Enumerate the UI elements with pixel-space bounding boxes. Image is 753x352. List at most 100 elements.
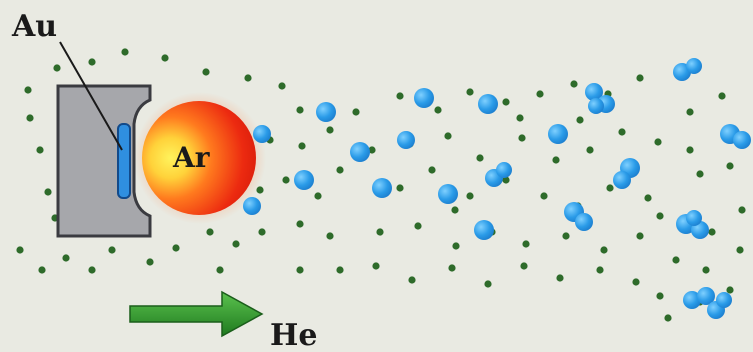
gold-cluster [613, 171, 631, 189]
helium-atom [600, 246, 608, 254]
helium-atom [656, 212, 664, 220]
helium-atom [596, 266, 604, 274]
helium-atom [516, 114, 524, 122]
gold-cluster [414, 88, 434, 108]
helium-atom [376, 228, 384, 236]
helium-atom [654, 138, 662, 146]
helium-atom [414, 222, 422, 230]
helium-atom [121, 48, 129, 56]
helium-atom [738, 206, 746, 214]
helium-atom [466, 192, 474, 200]
helium-atom [636, 74, 644, 82]
helium-atom [336, 166, 344, 174]
helium-atom [161, 54, 169, 62]
gold-cluster [316, 102, 336, 122]
gold-cluster [350, 142, 370, 162]
gold-cluster [294, 170, 314, 190]
helium-atom [606, 184, 614, 192]
gold-cluster [243, 197, 261, 215]
helium-atom [298, 142, 306, 150]
helium-atom [484, 280, 492, 288]
helium-atom [444, 132, 452, 140]
helium-atom [352, 108, 360, 116]
helium-atom [540, 192, 548, 200]
helium-atom [202, 68, 210, 76]
gold-cluster [478, 94, 498, 114]
helium-atom [216, 266, 224, 274]
helium-atom [686, 146, 694, 154]
helium-atom [428, 166, 436, 174]
helium-atom [522, 240, 530, 248]
helium-atom [16, 246, 24, 254]
helium-atom [672, 256, 680, 264]
gold-cluster [588, 98, 604, 114]
helium-atom [502, 98, 510, 106]
helium-atom [258, 228, 266, 236]
gold-cluster [397, 131, 415, 149]
helium-atom [632, 278, 640, 286]
helium-atom [206, 228, 214, 236]
helium-atom [408, 276, 416, 284]
helium-atom [326, 232, 334, 240]
helium-atom [38, 266, 46, 274]
gold-cluster [686, 58, 702, 74]
helium-atom [88, 266, 96, 274]
gold-clusters [243, 58, 751, 319]
helium-atom [232, 240, 240, 248]
he-label: He [270, 318, 317, 352]
helium-atom [556, 274, 564, 282]
helium-atom [570, 80, 578, 88]
helium-atom [36, 146, 44, 154]
helium-atom [434, 106, 442, 114]
helium-atom [686, 108, 694, 116]
helium-atom [518, 134, 526, 142]
helium-atom [562, 232, 570, 240]
helium-atom [244, 74, 252, 82]
argon-plasma [142, 101, 256, 215]
helium-atom [282, 176, 290, 184]
gold-cluster [438, 184, 458, 204]
helium-atom [736, 246, 744, 254]
gold-cluster [496, 162, 512, 178]
helium-atom [296, 106, 304, 114]
ar-label: Ar [172, 141, 211, 174]
helium-atom [44, 188, 52, 196]
helium-atom [502, 176, 510, 184]
helium-flow-arrow [129, 290, 264, 338]
helium-atom [24, 86, 32, 94]
helium-atom [451, 206, 459, 214]
helium-atom [520, 262, 528, 270]
helium-atoms [16, 48, 746, 322]
helium-atom [296, 266, 304, 274]
helium-atom [296, 220, 304, 228]
helium-atom [372, 262, 380, 270]
helium-atom [702, 266, 710, 274]
helium-atom [368, 146, 376, 154]
helium-atom [326, 126, 334, 134]
helium-atom [62, 254, 70, 262]
helium-atom [536, 90, 544, 98]
helium-atom [726, 162, 734, 170]
gold-cluster [372, 178, 392, 198]
gold-cluster [686, 210, 702, 226]
helium-atom [314, 192, 322, 200]
gold-cluster [548, 124, 568, 144]
gold-cluster [697, 287, 715, 305]
helium-atom [552, 156, 560, 164]
helium-atom [88, 58, 96, 66]
gold-target [117, 123, 131, 199]
helium-atom [53, 64, 61, 72]
helium-atom [718, 92, 726, 100]
helium-atom [146, 258, 154, 266]
au-label: Au [11, 9, 57, 44]
helium-atom [452, 242, 460, 250]
helium-atom [476, 154, 484, 162]
helium-atom [26, 114, 34, 122]
helium-atom [618, 128, 626, 136]
gold-cluster [474, 220, 494, 240]
helium-atom [656, 292, 664, 300]
helium-atom [696, 170, 704, 178]
helium-atom [278, 82, 286, 90]
helium-atom [664, 314, 672, 322]
helium-atom [396, 184, 404, 192]
